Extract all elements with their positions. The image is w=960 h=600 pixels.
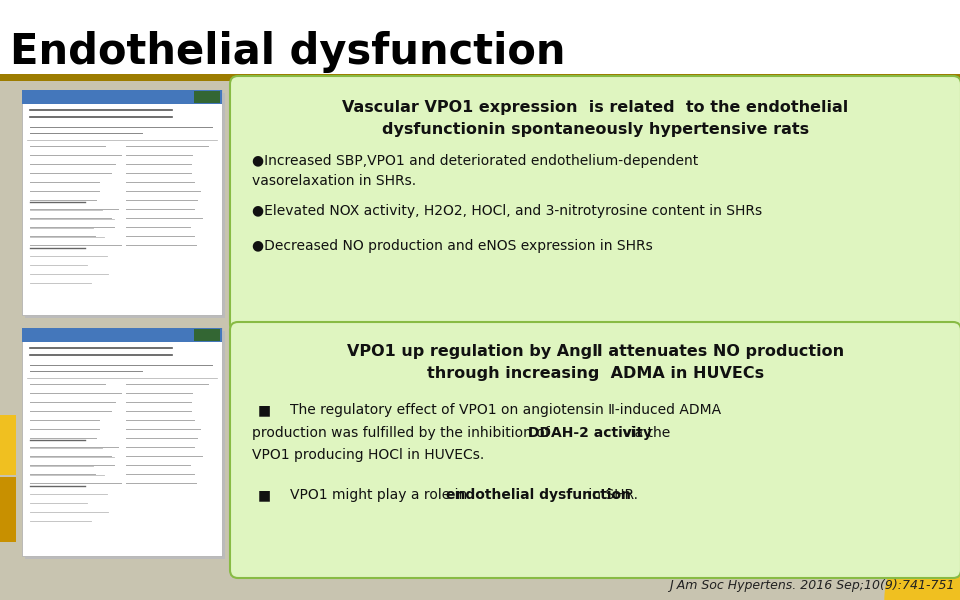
Text: The regulatory effect of VPO1 on angiotensin Ⅱ-induced ADMA: The regulatory effect of VPO1 on angiote… [290, 403, 721, 417]
Text: J Am Soc Hypertens. 2016 Sep;10(9):741-751: J Am Soc Hypertens. 2016 Sep;10(9):741-7… [669, 579, 955, 592]
Text: ●Decreased NO production and eNOS expression in SHRs: ●Decreased NO production and eNOS expres… [252, 239, 653, 253]
FancyBboxPatch shape [25, 93, 225, 318]
FancyBboxPatch shape [0, 415, 16, 475]
Circle shape [892, 532, 960, 600]
FancyBboxPatch shape [22, 90, 222, 315]
Polygon shape [885, 525, 960, 600]
FancyBboxPatch shape [22, 328, 222, 556]
FancyBboxPatch shape [0, 74, 960, 81]
Text: endothelial dysfunction: endothelial dysfunction [446, 488, 631, 502]
Text: vasorelaxation in SHRs.: vasorelaxation in SHRs. [252, 174, 416, 188]
Text: dysfunctionin spontaneously hypertensive rats: dysfunctionin spontaneously hypertensive… [382, 122, 809, 137]
Text: DDAH-2 activity: DDAH-2 activity [528, 426, 652, 440]
FancyBboxPatch shape [194, 329, 220, 341]
Text: ●Elevated NOX activity, H2O2, HOCl, and 3-nitrotyrosine content in SHRs: ●Elevated NOX activity, H2O2, HOCl, and … [252, 204, 762, 218]
Text: VPO1 might play a role in: VPO1 might play a role in [290, 488, 471, 502]
FancyBboxPatch shape [230, 322, 960, 578]
FancyBboxPatch shape [22, 90, 222, 104]
Text: Vascular VPO1 expression  is related  to the endothelial: Vascular VPO1 expression is related to t… [343, 100, 849, 115]
FancyBboxPatch shape [194, 91, 220, 103]
FancyBboxPatch shape [0, 477, 16, 542]
Text: VPO1 up regulation by AngⅡ attenuates NO production: VPO1 up regulation by AngⅡ attenuates NO… [347, 344, 844, 359]
Text: production was fulfilled by the inhibition of: production was fulfilled by the inhibiti… [252, 426, 554, 440]
Text: through increasing  ADMA in HUVECs: through increasing ADMA in HUVECs [427, 366, 764, 381]
FancyBboxPatch shape [25, 331, 225, 559]
FancyBboxPatch shape [230, 76, 960, 332]
FancyBboxPatch shape [0, 81, 960, 600]
Text: VPO1 producing HOCl in HUVECs.: VPO1 producing HOCl in HUVECs. [252, 448, 484, 462]
Text: ■: ■ [258, 403, 271, 417]
Text: via the: via the [618, 426, 670, 440]
Text: ●Increased SBP,VPO1 and deteriorated endothelium-dependent: ●Increased SBP,VPO1 and deteriorated end… [252, 154, 698, 168]
Text: ■: ■ [258, 488, 271, 502]
FancyBboxPatch shape [22, 328, 222, 342]
FancyBboxPatch shape [0, 0, 960, 74]
Text: in SHR.: in SHR. [584, 488, 638, 502]
Text: Endothelial dysfunction: Endothelial dysfunction [10, 31, 565, 73]
